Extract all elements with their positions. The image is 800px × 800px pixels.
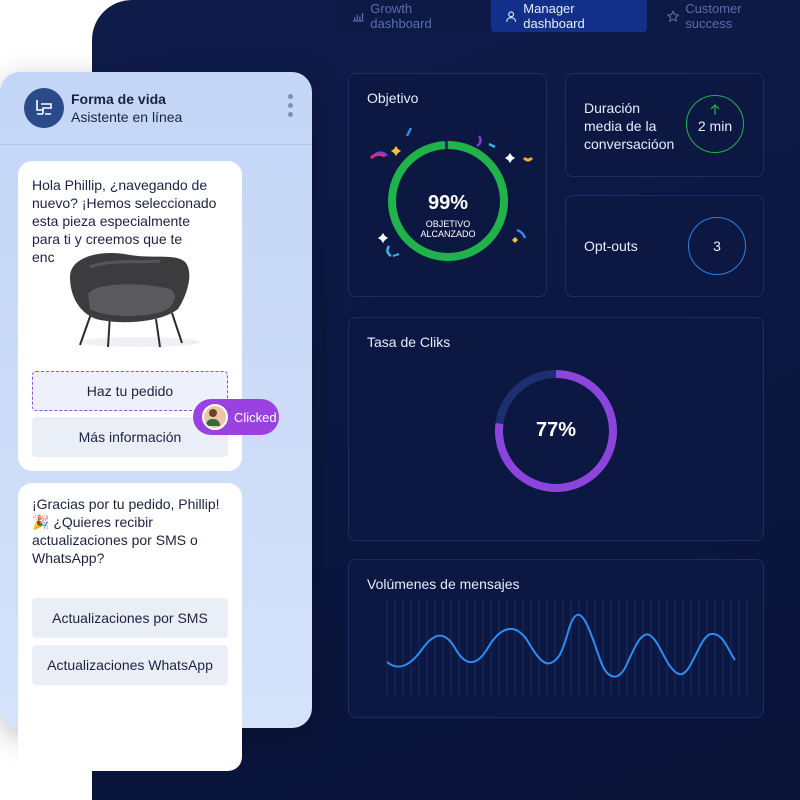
star-icon bbox=[666, 9, 680, 22]
more-menu-icon[interactable] bbox=[288, 94, 294, 122]
product-message-line: enc bbox=[32, 249, 55, 265]
product-message-line: esta pieza especialmente bbox=[32, 213, 190, 229]
thanks-message-bubble: ¡Gracias por tu pedido, Phillip! 🎉 ¿Quie… bbox=[18, 483, 242, 771]
thanks-message-line: 🎉 ¿Quieres recibir bbox=[32, 514, 153, 530]
objetivo-ring bbox=[388, 141, 508, 261]
volumenes-wave-chart bbox=[386, 600, 748, 695]
duracion-value: 2 min bbox=[697, 118, 733, 134]
whatsapp-updates-button[interactable]: Actualizaciones WhatsApp bbox=[32, 645, 228, 685]
optouts-circle: 3 bbox=[688, 217, 746, 275]
objetivo-caption-2: ALCANZADO bbox=[420, 229, 476, 239]
armchair-image bbox=[70, 253, 200, 348]
clicks-ring bbox=[495, 370, 617, 492]
thanks-message-line: WhatsApp? bbox=[32, 550, 105, 566]
assistant-status: Asistente en línea bbox=[71, 109, 183, 125]
confetti-decoration bbox=[369, 127, 534, 258]
objetivo-card: Objetivo 99% OBJETIVO ALCANZADO bbox=[348, 73, 547, 297]
clicked-indicator: Clicked bbox=[193, 399, 279, 435]
user-icon bbox=[506, 10, 517, 22]
tab-label: Manager dashboard bbox=[523, 1, 585, 31]
optouts-value: 3 bbox=[713, 238, 721, 254]
product-message-line: Hola Phillip, ¿navegando de bbox=[32, 177, 208, 193]
tab-growth-dashboard[interactable]: Growth dashboard bbox=[338, 0, 486, 32]
chat-widget: Forma de vida Asistente en línea Hola Ph… bbox=[0, 72, 312, 771]
product-message-text: Hola Phillip, ¿navegando de nuevo? ¡Hemo… bbox=[32, 176, 237, 266]
duracion-label-3: conversacióon bbox=[584, 136, 675, 152]
product-message-bubble: Hola Phillip, ¿navegando de nuevo? ¡Hemo… bbox=[18, 161, 242, 471]
thanks-message-line: ¡Gracias por tu pedido, Phillip! bbox=[32, 496, 220, 512]
duracion-card: Duración media de la conversacióon 2 min bbox=[565, 73, 764, 177]
tab-label: Growth dashboard bbox=[370, 1, 432, 31]
clicks-title: Tasa de Cliks bbox=[367, 334, 451, 350]
volumenes-card: Volúmenes de mensajes bbox=[348, 559, 764, 718]
duracion-label-2: media de la bbox=[584, 118, 657, 134]
product-message-line: nuevo? ¡Hemos seleccionado bbox=[32, 195, 217, 211]
duracion-circle: 2 min bbox=[686, 95, 744, 153]
tab-manager-dashboard[interactable]: Manager dashboard bbox=[491, 0, 647, 32]
clicks-card: Tasa de Cliks 77% bbox=[348, 317, 764, 541]
sms-updates-button[interactable]: Actualizaciones por SMS bbox=[32, 598, 228, 638]
optouts-card: Opt-outs 3 bbox=[565, 195, 764, 297]
header-divider bbox=[0, 144, 312, 145]
duracion-label: Duración media de la conversacióon bbox=[584, 99, 674, 153]
bar-chart-icon bbox=[352, 12, 364, 21]
brand-name: Forma de vida bbox=[71, 91, 166, 107]
chair-logo-icon bbox=[36, 100, 52, 115]
brand-logo bbox=[24, 88, 64, 128]
objetivo-value: 99% bbox=[427, 192, 469, 214]
optouts-label: Opt-outs bbox=[584, 238, 638, 254]
objetivo-caption-1: OBJETIVO bbox=[425, 219, 471, 229]
product-message-line: para ti y creemos que te bbox=[32, 231, 183, 247]
thanks-message-line: actualizaciones por SMS o bbox=[32, 532, 198, 548]
order-button[interactable]: Haz tu pedido bbox=[32, 371, 228, 411]
volumenes-title: Volúmenes de mensajes bbox=[367, 576, 520, 592]
tab-customer-success[interactable]: Customer success bbox=[652, 0, 800, 32]
clicks-value: 77% bbox=[535, 419, 577, 441]
dashboard-tabs: Growth dashboard Manager dashboard Custo… bbox=[338, 0, 800, 32]
duracion-label-1: Duración bbox=[584, 100, 641, 116]
tab-label: Customer success bbox=[685, 1, 742, 31]
objetivo-title: Objetivo bbox=[367, 90, 419, 106]
clicked-label: Clicked bbox=[234, 409, 277, 425]
chat-header: Forma de vida Asistente en línea bbox=[24, 88, 294, 128]
arrow-up-icon bbox=[710, 104, 720, 115]
person-avatar-icon bbox=[206, 409, 220, 426]
volumenes-wave-line bbox=[386, 613, 736, 678]
thanks-message-text: ¡Gracias por tu pedido, Phillip! 🎉 ¿Quie… bbox=[32, 495, 237, 567]
user-avatar bbox=[202, 404, 228, 430]
